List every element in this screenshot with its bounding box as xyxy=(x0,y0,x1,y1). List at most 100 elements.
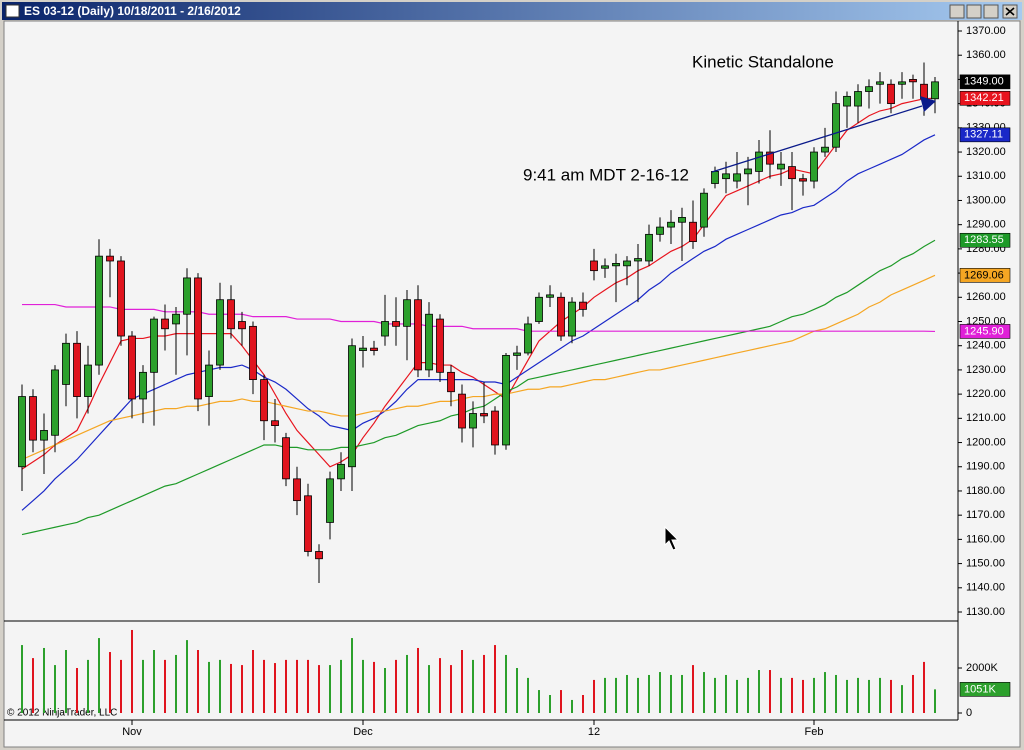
candle-body xyxy=(909,79,917,83)
minimize-button[interactable] xyxy=(949,4,965,19)
window-buttons[interactable] xyxy=(949,4,1018,19)
y-tick-label: 1160.00 xyxy=(966,533,1005,545)
y-tick-label: 1370.00 xyxy=(966,25,1006,37)
volume-bar xyxy=(461,650,463,713)
x-tick-label: Nov xyxy=(122,726,142,738)
candle-body xyxy=(403,299,411,327)
candle-body xyxy=(447,371,455,393)
candle-body xyxy=(766,151,774,165)
moving-average xyxy=(22,303,936,333)
volume-bar xyxy=(483,654,485,713)
candle-body xyxy=(238,321,246,330)
x-tick-label: Dec xyxy=(353,726,373,738)
volume-bar xyxy=(406,654,408,713)
volume-bar xyxy=(780,677,782,713)
volume-bar xyxy=(516,668,518,713)
candle-body xyxy=(337,463,345,480)
candle-body xyxy=(722,173,730,180)
candle-body xyxy=(491,410,499,446)
candle-body xyxy=(601,265,609,269)
candle-body xyxy=(161,318,169,330)
volume-bar xyxy=(934,689,936,713)
volume-bar xyxy=(571,699,573,713)
volume-bar xyxy=(846,679,848,713)
volume-bar xyxy=(263,659,265,713)
volume-bar xyxy=(791,677,793,713)
volume-bar xyxy=(109,652,111,713)
volume-bar xyxy=(725,674,727,713)
volume-bar xyxy=(560,690,562,713)
candle-body xyxy=(315,551,323,560)
volume-bar xyxy=(747,677,749,713)
volume-bar xyxy=(87,659,89,713)
candle-body xyxy=(304,495,312,552)
price-marker xyxy=(959,324,1011,339)
volume-bar xyxy=(549,695,551,713)
candle-body xyxy=(887,83,895,105)
volume-bar xyxy=(186,640,188,713)
volume-bar xyxy=(351,638,353,713)
volume-bar xyxy=(736,679,738,713)
candle-body xyxy=(18,396,26,468)
volume-bar xyxy=(857,677,859,713)
volume-bar xyxy=(417,647,419,713)
candle-body xyxy=(425,313,433,371)
volume-bar xyxy=(505,654,507,713)
candle-body xyxy=(271,420,279,426)
y-tick-label: 1220.00 xyxy=(966,388,1006,400)
price-marker-label: 1349.00 xyxy=(964,76,1004,88)
maximize-button[interactable] xyxy=(983,4,999,19)
price-marker-label: 1283.55 xyxy=(964,234,1004,246)
x-tick-label: Feb xyxy=(805,726,824,738)
volume-bar xyxy=(252,650,254,713)
candle-body xyxy=(139,371,147,400)
candle-body xyxy=(458,393,466,429)
volume-bar xyxy=(241,665,243,713)
candle-body xyxy=(29,396,37,441)
volume-bar xyxy=(120,659,122,713)
candle-body xyxy=(128,335,136,400)
volume-bar xyxy=(318,665,320,713)
candle-body xyxy=(755,151,763,172)
candle-body xyxy=(348,345,356,468)
volume-bar xyxy=(527,677,529,713)
volume-bar xyxy=(538,690,540,713)
volume-bar xyxy=(428,665,430,713)
price-marker xyxy=(959,74,1011,90)
min-button[interactable] xyxy=(966,4,982,19)
volume-bar xyxy=(582,695,584,713)
y-tick-label: 1180.00 xyxy=(966,485,1005,497)
candle-body xyxy=(898,81,906,85)
app-icon xyxy=(5,4,20,18)
y-tick-label: 1190.00 xyxy=(966,461,1005,473)
volume-bar xyxy=(637,677,639,713)
candle-body xyxy=(216,299,224,366)
volume-bar xyxy=(384,668,386,713)
volume-bar xyxy=(824,672,826,713)
y-tick-label: 1300.00 xyxy=(966,194,1006,206)
candle-body xyxy=(865,86,873,92)
candle-body xyxy=(843,95,851,107)
candle-body xyxy=(370,347,378,351)
volume-bar xyxy=(769,670,771,713)
candle-body xyxy=(557,296,565,337)
volume-bar xyxy=(439,658,441,713)
candle-body xyxy=(326,478,334,523)
title-bar xyxy=(2,2,1022,20)
volume-bar xyxy=(670,674,672,713)
volume-bar xyxy=(835,674,837,713)
candle-body xyxy=(469,413,477,429)
candle-body xyxy=(777,163,785,170)
candle-body xyxy=(678,217,686,223)
volume-bar xyxy=(142,659,144,713)
price-pane xyxy=(18,62,939,583)
candle-body xyxy=(579,301,587,310)
candle-body xyxy=(392,321,400,327)
volume-bar xyxy=(373,661,375,713)
y-tick-label: 1130.00 xyxy=(966,606,1005,618)
y-tick-label: 1150.00 xyxy=(966,557,1005,569)
candle-body xyxy=(931,81,939,100)
y-tick-label: 1240.00 xyxy=(966,340,1006,352)
price-marker xyxy=(959,127,1011,143)
